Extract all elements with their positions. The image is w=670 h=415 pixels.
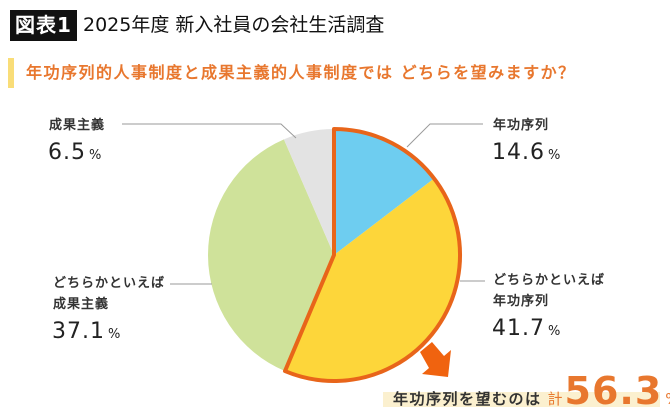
label-nenko: 年功序列 [493,118,550,133]
label-dochira-seika-line2: 成果主義 [53,297,110,312]
question-accent-bar [8,58,14,88]
leader-line-nenko [406,123,483,148]
value-dochira-nenko: 41.7% [492,316,562,341]
summary-callout: 年功序列を望むのは 計 56.3 % [393,368,670,410]
value-seika: 6.5% [48,140,103,165]
chart-title: 2025年度 新入社員の会社生活調査 [83,14,385,36]
summary-total-unit: % [665,388,670,410]
slice-dochira-nenko [285,178,461,382]
slice-seika [283,129,334,255]
label-seika: 成果主義 [49,118,106,133]
label-dochira-nenko-line1: どちらかといえば [493,273,606,288]
label-dochira-seika-line1: どちらかといえば [53,276,166,291]
arrow-icon [420,342,451,377]
summary-total-prefix: 計 [547,390,563,408]
leader-line-seika [122,123,297,139]
summary-text: 年功序列を望むのは [393,390,542,408]
slice-dochira-seika [207,139,334,372]
value-dochira-seika: 37.1% [52,319,122,344]
slice-nenko [334,129,435,255]
summary-total-value: 56.3 [564,369,663,413]
pie-slices [207,129,461,382]
question-text: 年功序列的人事制度と成果主義的人事制度では どちらを望みますか？ [26,63,576,82]
figure-badge: 図表1 [10,10,77,41]
highlight-outline [283,127,462,383]
value-nenko: 14.6% [492,140,562,165]
summary-highlight-band [383,392,660,407]
label-dochira-nenko-line2: 年功序列 [493,294,550,309]
